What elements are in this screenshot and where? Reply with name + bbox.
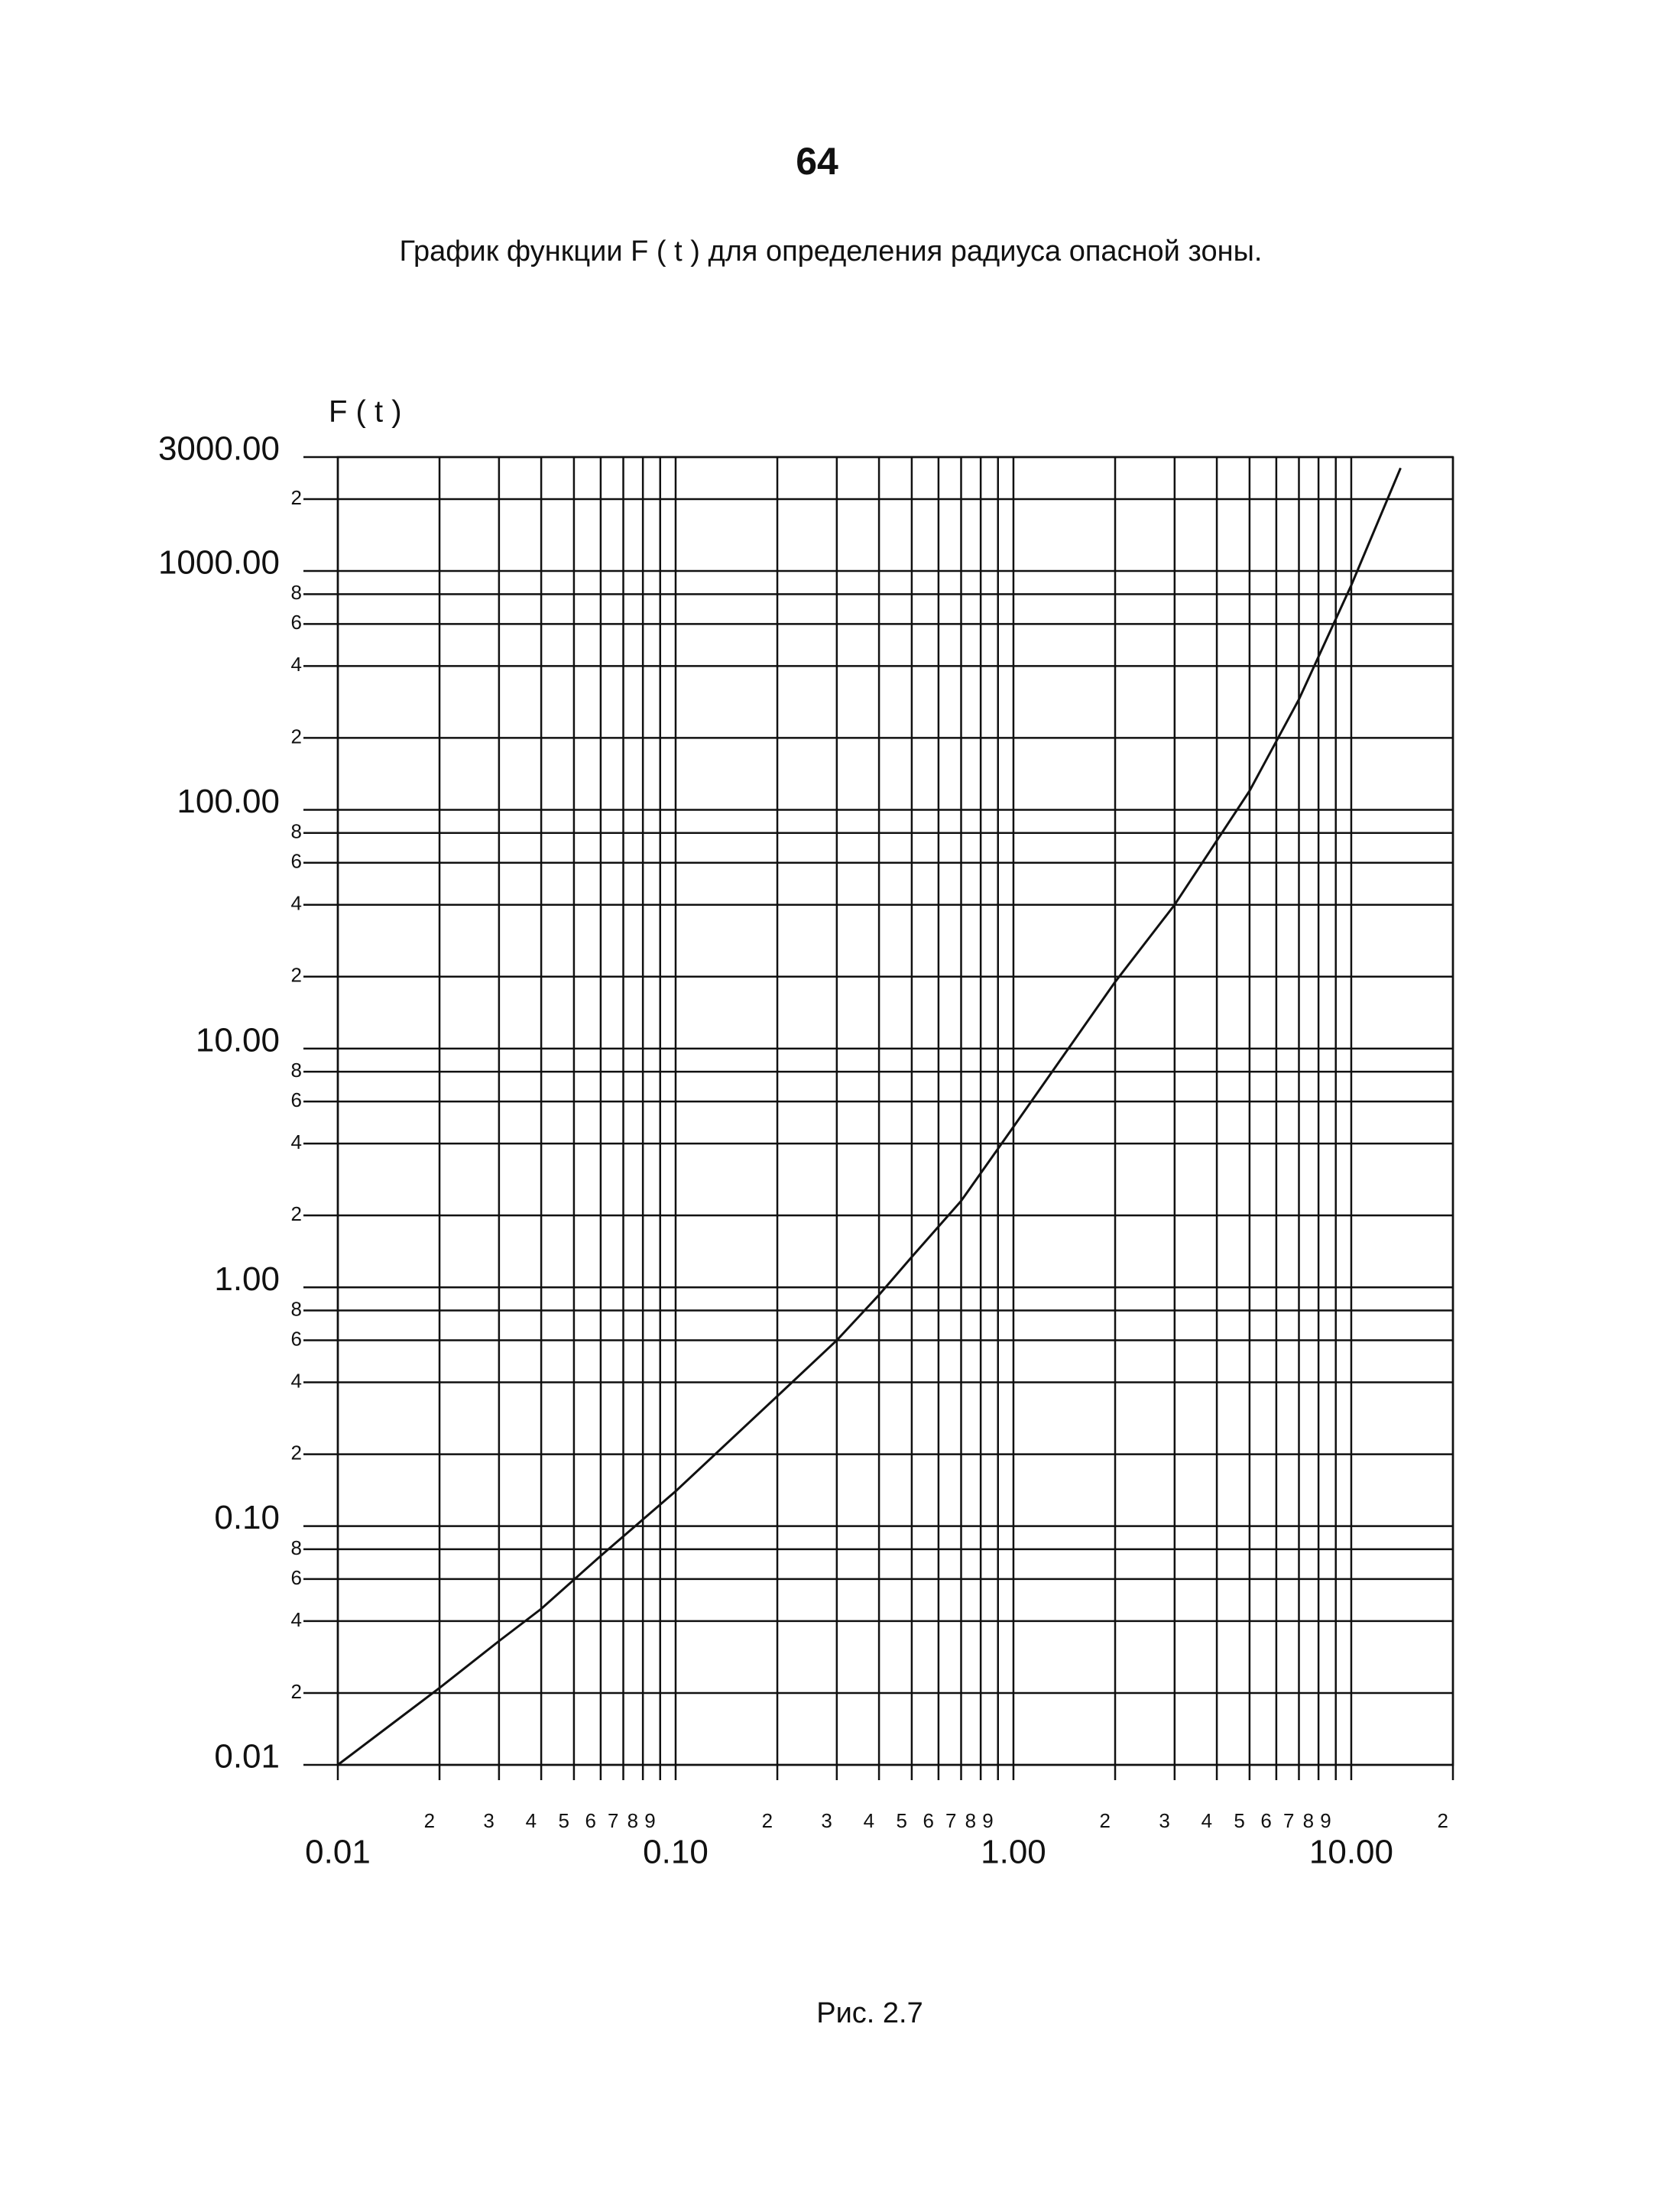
- chart-title: График функции F ( t ) для определения р…: [400, 235, 1263, 268]
- y-tick-label: 2: [291, 1441, 302, 1464]
- x-tick-label: 4: [864, 1809, 874, 1832]
- x-tick-label: 6: [585, 1809, 595, 1832]
- x-tick-label: 3: [821, 1809, 832, 1832]
- y-tick-label: 8: [291, 581, 302, 604]
- x-tick-label: 2: [1100, 1809, 1111, 1832]
- x-tick-label: 7: [1283, 1809, 1294, 1832]
- y-tick-label: 6: [291, 1327, 302, 1350]
- x-tick-label: 2: [1438, 1809, 1448, 1832]
- x-tick-label: 9: [1320, 1809, 1331, 1832]
- x-tick-label: 5: [896, 1809, 906, 1832]
- x-tick-label: 10.00: [1309, 1834, 1393, 1871]
- y-axis-label: F ( t ): [329, 395, 402, 429]
- y-tick-label: 4: [291, 653, 302, 676]
- y-tick-label: 10.00: [196, 1021, 280, 1059]
- y-tick-label: 6: [291, 611, 302, 634]
- curve: [337, 467, 1402, 1766]
- x-tick-label: 6: [1260, 1809, 1271, 1832]
- y-tick-label: 100.00: [177, 783, 280, 820]
- y-tick-label: 4: [291, 1369, 302, 1392]
- y-tick-label: 6: [291, 850, 302, 873]
- x-tick-label: 4: [1201, 1809, 1212, 1832]
- y-tick-label: 2: [291, 486, 302, 509]
- x-tick-label: 2: [762, 1809, 773, 1832]
- y-tick-label: 4: [291, 892, 302, 915]
- page-number: 64: [796, 140, 838, 183]
- x-tick-label: 8: [627, 1809, 638, 1832]
- y-tick-label: 4: [291, 1608, 302, 1631]
- y-tick-label: 4: [291, 1130, 302, 1153]
- y-tick-label: 0.01: [214, 1738, 280, 1776]
- x-tick-label: 7: [945, 1809, 956, 1832]
- y-tick-label: 2: [291, 1202, 302, 1225]
- x-tick-label: 2: [424, 1809, 435, 1832]
- y-tick-label: 2: [291, 964, 302, 987]
- x-tick-label: 9: [982, 1809, 993, 1832]
- y-tick-label: 2: [291, 725, 302, 748]
- y-tick-label: 1.00: [214, 1260, 280, 1298]
- x-tick-label: 3: [1159, 1809, 1169, 1832]
- y-tick-label: 8: [291, 1536, 302, 1559]
- x-tick-label: 6: [923, 1809, 933, 1832]
- y-tick-label: 6: [291, 1566, 302, 1589]
- x-tick-label: 5: [1234, 1809, 1244, 1832]
- x-tick-label: 9: [644, 1809, 655, 1832]
- caption: Рис. 2.7: [816, 1997, 923, 2029]
- y-tick-label: 0.10: [214, 1499, 280, 1536]
- x-tick-label: 0.10: [643, 1834, 709, 1871]
- x-tick-label: 7: [608, 1809, 618, 1832]
- x-tick-label: 4: [526, 1809, 537, 1832]
- y-tick-label: 8: [291, 1059, 302, 1082]
- y-tick-label: 1000.00: [158, 544, 280, 582]
- y-tick-label: 8: [291, 820, 302, 843]
- y-tick-label: 2: [291, 1680, 302, 1703]
- x-tick-label: 8: [965, 1809, 976, 1832]
- x-tick-label: 5: [558, 1809, 569, 1832]
- x-tick-label: 3: [483, 1809, 494, 1832]
- y-tick-label: 3000.00: [158, 430, 280, 468]
- y-tick-label: 6: [291, 1088, 302, 1111]
- y-tick-label: 8: [291, 1297, 302, 1320]
- x-tick-label: 8: [1303, 1809, 1314, 1832]
- x-tick-label: 1.00: [981, 1834, 1046, 1871]
- plot-frame: [336, 456, 1454, 1766]
- x-tick-label: 0.01: [305, 1834, 371, 1871]
